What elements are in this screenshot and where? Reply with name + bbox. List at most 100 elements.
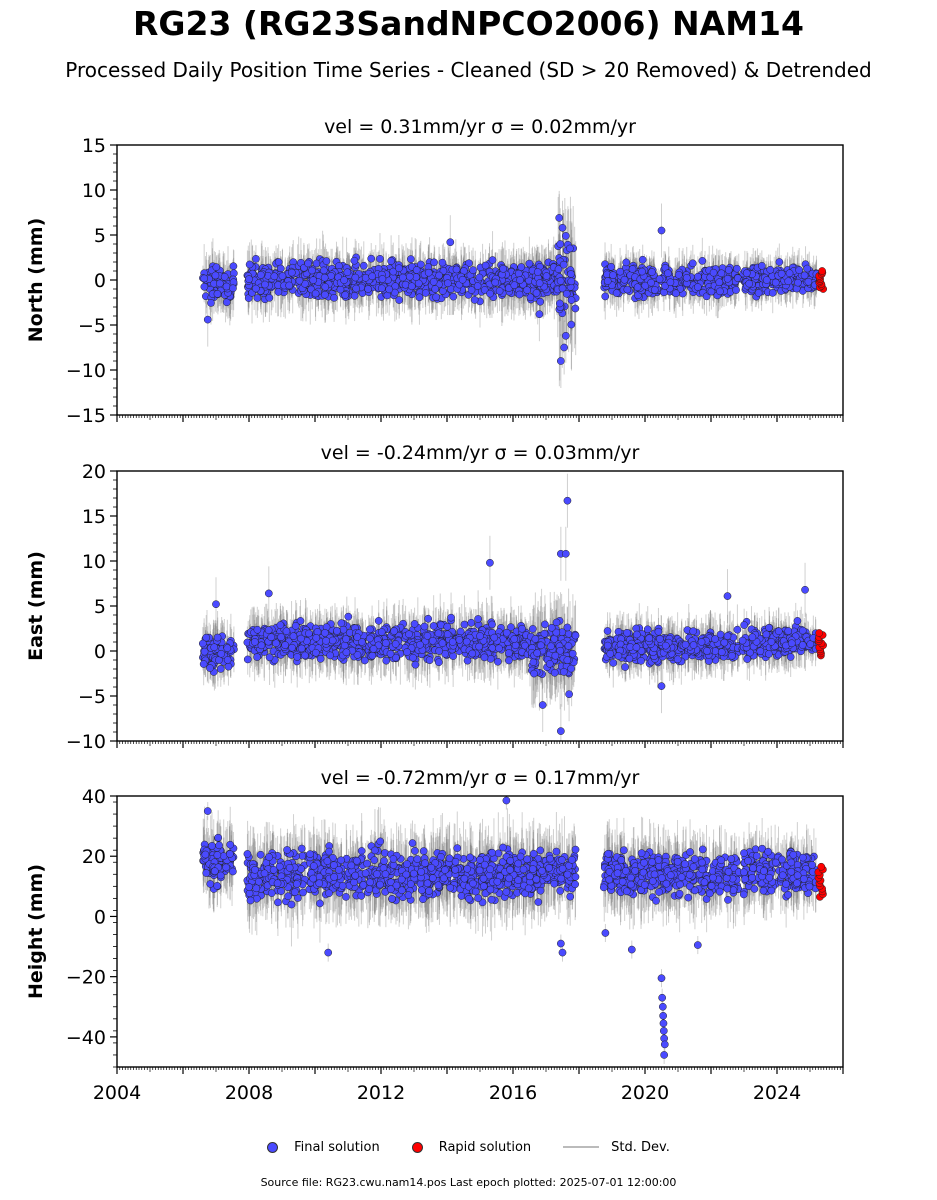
- final-point: [554, 265, 563, 274]
- final-point: [341, 291, 350, 299]
- final-point: [321, 290, 329, 299]
- final-point: [343, 268, 352, 277]
- final-point: [516, 276, 524, 284]
- final-point: [556, 277, 565, 285]
- final-point: [368, 272, 377, 281]
- final-point: [321, 283, 330, 291]
- final-point: [215, 279, 224, 288]
- rapid-point: [818, 267, 826, 275]
- final-point: [698, 257, 707, 265]
- final-point: [560, 343, 569, 352]
- final-point: [415, 293, 424, 302]
- y-tick-label: 10: [82, 180, 106, 202]
- final-point: [257, 271, 265, 279]
- final-point: [416, 260, 425, 269]
- final-point: [245, 275, 253, 283]
- final-point: [709, 268, 718, 277]
- final-point: [784, 277, 793, 286]
- final-point: [556, 240, 565, 248]
- final-point: [274, 258, 283, 266]
- final-point: [616, 267, 624, 276]
- final-point: [612, 289, 621, 297]
- final-point: [421, 289, 430, 297]
- final-point: [762, 276, 771, 284]
- final-point: [387, 257, 395, 265]
- final-point: [385, 285, 394, 294]
- final-point: [322, 257, 331, 265]
- final-point: [715, 278, 724, 287]
- final-point: [274, 288, 283, 296]
- final-point: [406, 255, 415, 263]
- final-point: [771, 278, 780, 287]
- final-point: [567, 296, 576, 304]
- final-point: [265, 293, 274, 302]
- final-point: [488, 256, 497, 264]
- final-point: [469, 266, 477, 275]
- final-point: [601, 292, 610, 301]
- final-point: [351, 273, 360, 282]
- final-point: [777, 269, 786, 278]
- final-point: [376, 254, 384, 263]
- final-point: [361, 273, 370, 282]
- final-point: [733, 264, 741, 273]
- panel-title: vel = 0.31mm/yr σ = 0.02mm/yr: [324, 116, 636, 138]
- final-point: [682, 273, 691, 282]
- final-point: [480, 286, 489, 294]
- final-point: [412, 266, 421, 274]
- final-point: [438, 287, 447, 295]
- final-point: [542, 272, 551, 280]
- rapid-solution-points: [815, 267, 828, 293]
- final-point: [724, 266, 733, 274]
- final-point: [352, 284, 361, 293]
- final-point: [603, 277, 612, 285]
- final-point: [558, 223, 567, 232]
- final-point: [717, 269, 726, 278]
- final-point: [707, 287, 716, 296]
- final-point: [754, 289, 763, 297]
- final-point: [405, 272, 414, 281]
- final-point: [287, 268, 296, 277]
- final-point: [517, 263, 526, 271]
- final-point: [222, 298, 231, 307]
- final-point: [732, 286, 740, 294]
- final-point: [458, 275, 467, 284]
- final-point: [378, 275, 387, 283]
- final-point: [407, 282, 416, 291]
- final-point: [395, 296, 404, 304]
- final-point: [452, 265, 461, 274]
- final-point: [803, 264, 812, 273]
- final-point: [399, 273, 407, 282]
- final-point: [229, 284, 237, 293]
- final-point: [330, 294, 338, 302]
- final-point: [261, 280, 269, 289]
- final-point: [220, 273, 229, 281]
- final-point: [567, 270, 575, 278]
- y-tick-label: 0: [94, 270, 106, 292]
- final-point: [229, 262, 238, 271]
- final-point: [628, 265, 637, 273]
- final-point: [655, 275, 664, 283]
- final-point: [533, 268, 542, 276]
- final-point: [389, 267, 398, 276]
- final-point: [495, 287, 504, 295]
- final-point: [486, 289, 494, 298]
- final-point: [295, 276, 304, 285]
- final-point: [350, 291, 359, 300]
- final-point: [633, 283, 642, 292]
- final-point: [558, 284, 567, 293]
- final-point: [562, 289, 571, 298]
- final-point: [661, 282, 669, 290]
- final-point: [431, 285, 440, 293]
- final-point: [499, 264, 507, 273]
- final-solution-points: [199, 214, 821, 365]
- final-point: [745, 279, 754, 288]
- final-point: [607, 262, 616, 271]
- final-point: [327, 272, 335, 280]
- final-point: [395, 264, 403, 273]
- final-point: [766, 265, 775, 274]
- final-point: [525, 259, 534, 268]
- final-point: [320, 273, 329, 282]
- final-point: [424, 268, 433, 277]
- plot-area: [199, 190, 828, 388]
